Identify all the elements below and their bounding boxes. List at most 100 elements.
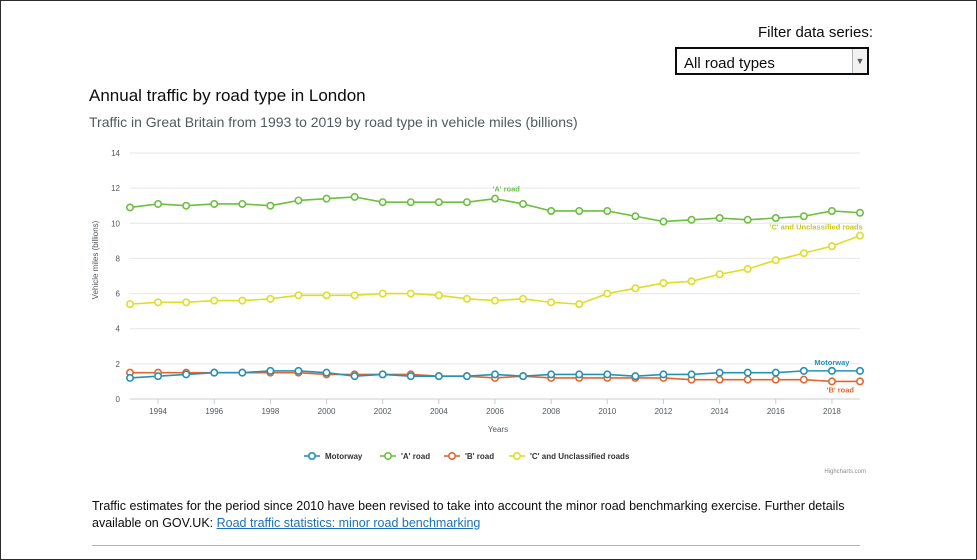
data-point [322, 291, 331, 300]
legend-marker [447, 451, 456, 460]
y-tick-label: 14 [111, 149, 120, 158]
data-point [182, 201, 191, 210]
y-tick-label: 10 [111, 219, 120, 228]
data-point [294, 366, 303, 375]
y-tick-label: 8 [116, 254, 121, 263]
legend-label: Motorway [325, 452, 363, 461]
footer-divider [92, 545, 860, 546]
y-tick-label: 4 [116, 325, 121, 334]
legend-item[interactable]: Motorway [304, 451, 363, 461]
data-point [631, 212, 640, 221]
data-point [855, 366, 864, 375]
data-point [631, 372, 640, 381]
y-tick-label: 0 [116, 395, 121, 404]
data-point [547, 370, 556, 379]
x-axis-label: Years [488, 425, 508, 434]
data-point [547, 298, 556, 307]
data-point [771, 368, 780, 377]
data-point [125, 300, 134, 309]
data-point [743, 215, 752, 224]
data-point [406, 372, 415, 381]
data-point [378, 289, 387, 298]
road-type-select[interactable]: All road types ▼ [675, 47, 869, 75]
x-tick-label: 2008 [542, 407, 560, 416]
data-point [210, 296, 219, 305]
data-point [743, 264, 752, 273]
data-point [154, 298, 163, 307]
data-point [266, 366, 275, 375]
x-tick-label: 2018 [823, 407, 841, 416]
data-point [575, 206, 584, 215]
x-tick-label: 1996 [205, 407, 223, 416]
data-point [827, 377, 836, 386]
data-point [490, 370, 499, 379]
data-point [715, 214, 724, 223]
data-point [350, 192, 359, 201]
line-chart: 0 2 4 6 8 10 12 14 1994 1996 1998 2000 2002 2004 2006… [91, 149, 864, 461]
x-tick-label: 1998 [261, 407, 279, 416]
data-point [238, 368, 247, 377]
data-point [125, 203, 134, 212]
data-point [771, 375, 780, 384]
legend-marker [308, 451, 317, 460]
road-type-select-value: All road types [684, 55, 775, 72]
data-point [827, 206, 836, 215]
data-point [715, 375, 724, 384]
data-point [266, 294, 275, 303]
x-tick-label: 2012 [655, 407, 673, 416]
x-tick-label: 2006 [486, 407, 504, 416]
data-point [350, 291, 359, 300]
data-point [743, 368, 752, 377]
chart-title: Annual traffic by road type in London [89, 86, 366, 105]
data-point [434, 291, 443, 300]
data-point [687, 370, 696, 379]
x-tick-label: 1994 [149, 407, 167, 416]
legend-marker [383, 451, 392, 460]
data-point [603, 289, 612, 298]
data-point [406, 198, 415, 207]
legend-item[interactable]: 'A' road [380, 451, 430, 461]
x-tick-label: 2002 [374, 407, 392, 416]
data-point [322, 368, 331, 377]
series-end-label: 'B' road [827, 385, 855, 394]
data-point [855, 231, 864, 240]
filter-label: Filter data series: [757, 24, 873, 41]
data-point [659, 279, 668, 288]
data-point [294, 196, 303, 205]
data-point [827, 366, 836, 375]
data-point [799, 249, 808, 258]
legend-item[interactable]: 'C' and Unclassified roads [509, 451, 630, 461]
y-axis-label: Vehicle miles (billions) [91, 220, 100, 299]
x-tick-label: 2010 [598, 407, 616, 416]
legend-marker [512, 451, 521, 460]
data-point [210, 199, 219, 208]
data-point [182, 298, 191, 307]
series-end-labels: Motorway 'A' road 'B' road 'C' and Unclassi… [493, 185, 863, 395]
legend-label: 'B' road [465, 452, 494, 461]
x-tick-label: 2016 [767, 407, 785, 416]
data-point [715, 368, 724, 377]
data-point [603, 370, 612, 379]
data-point [575, 300, 584, 309]
data-point [603, 206, 612, 215]
data-point [519, 199, 528, 208]
data-point [855, 208, 864, 217]
data-point [771, 214, 780, 223]
data-point [294, 291, 303, 300]
data-point [799, 375, 808, 384]
minor-road-benchmarking-link[interactable]: Road traffic statistics: minor road benc… [216, 516, 481, 530]
data-point [715, 270, 724, 279]
x-tick-label: 2000 [318, 407, 336, 416]
chart-credits[interactable]: Highcharts.com [824, 469, 866, 475]
chevron-down-icon[interactable]: ▼ [852, 49, 867, 73]
data-point [210, 368, 219, 377]
data-point [462, 372, 471, 381]
data-point [406, 289, 415, 298]
legend-label: 'A' road [401, 452, 430, 461]
footnote-text: Traffic estimates for the period since 2… [92, 499, 845, 530]
data-point [771, 256, 780, 265]
data-point [659, 370, 668, 379]
data-point [687, 277, 696, 286]
y-axis-ticks: 0 2 4 6 8 10 12 14 [111, 149, 120, 404]
legend-item[interactable]: 'B' road [444, 451, 494, 461]
